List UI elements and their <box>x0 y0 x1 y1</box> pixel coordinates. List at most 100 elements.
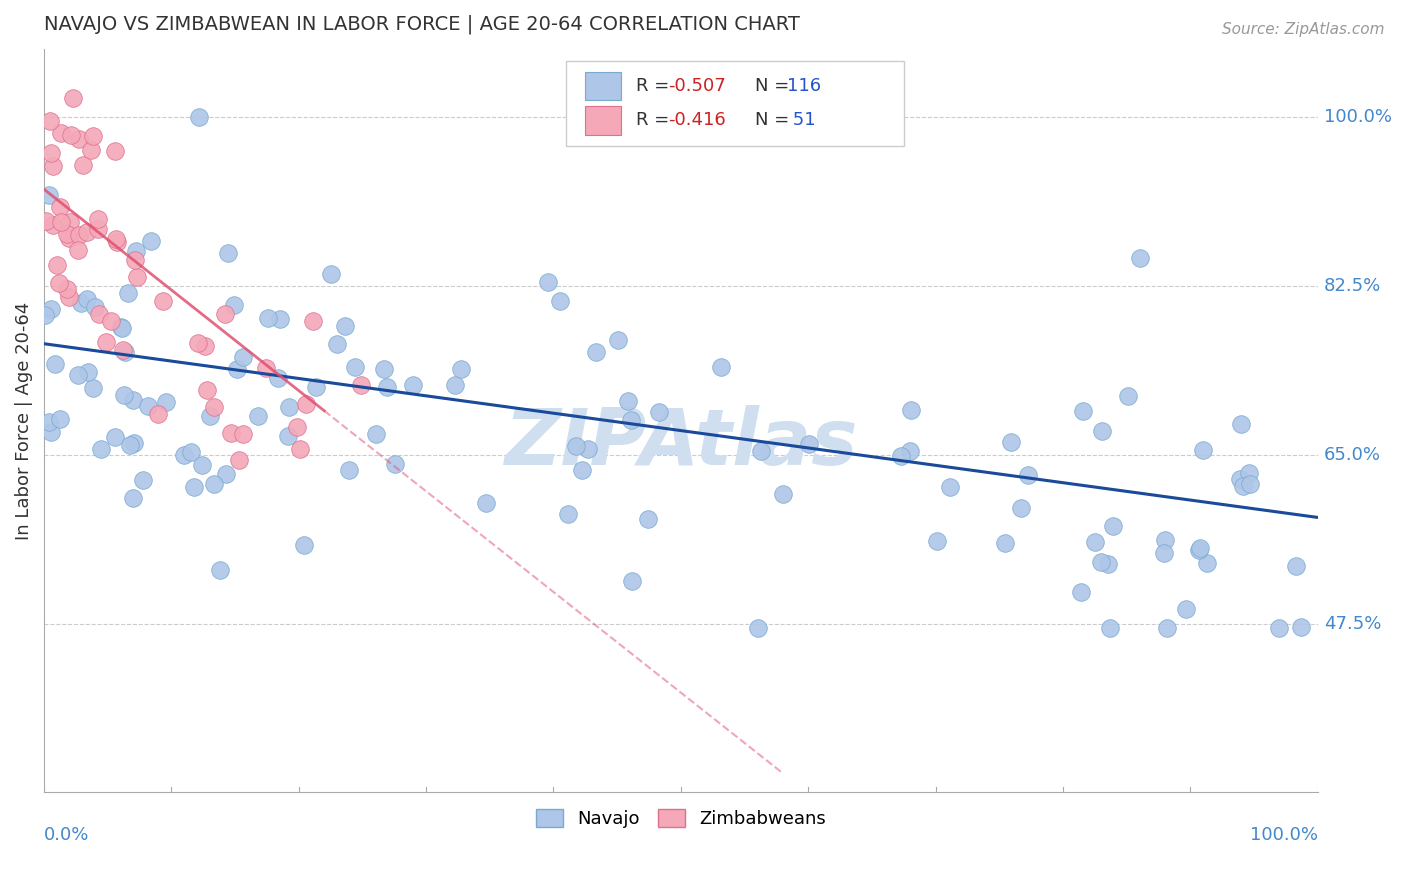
Point <box>939 621 962 635</box>
Point <box>42 159 65 173</box>
Point <box>112 392 135 406</box>
Point <box>1175 599 1198 613</box>
Point <box>1239 621 1261 635</box>
Point <box>606 380 628 394</box>
Point <box>195 383 218 397</box>
Point <box>266 219 288 234</box>
Point <box>269 353 291 368</box>
Point <box>232 427 254 442</box>
Point <box>1090 522 1112 536</box>
FancyBboxPatch shape <box>585 72 621 100</box>
Point <box>799 472 821 486</box>
Point <box>576 500 599 515</box>
Text: N =: N = <box>755 77 794 95</box>
Point <box>1129 506 1152 520</box>
Point <box>1154 454 1177 468</box>
Text: -0.507: -0.507 <box>668 77 725 95</box>
Point <box>198 416 221 430</box>
Point <box>96 335 118 350</box>
Point <box>1284 425 1306 440</box>
Point <box>67 227 90 242</box>
Point <box>749 377 772 392</box>
Point <box>117 446 139 460</box>
Point <box>84 231 107 245</box>
Point <box>1156 491 1178 506</box>
Point <box>1084 479 1107 493</box>
Point <box>1070 403 1092 417</box>
Point <box>152 293 174 308</box>
Point <box>60 128 83 143</box>
Point <box>637 511 659 525</box>
Point <box>38 398 60 412</box>
Point <box>124 422 146 436</box>
Point <box>39 145 62 160</box>
Point <box>104 313 127 327</box>
Point <box>444 382 467 396</box>
Text: 47.5%: 47.5% <box>1324 615 1381 632</box>
Text: 82.5%: 82.5% <box>1324 277 1381 295</box>
Point <box>585 368 607 383</box>
Point <box>67 244 90 258</box>
Point <box>557 451 579 466</box>
Point <box>194 338 217 352</box>
Point <box>1102 454 1125 468</box>
Point <box>110 395 132 409</box>
Point <box>1268 375 1291 389</box>
FancyBboxPatch shape <box>585 106 621 135</box>
Text: 65.0%: 65.0% <box>1324 446 1381 464</box>
Text: 100.0%: 100.0% <box>1324 108 1392 126</box>
Point <box>450 468 472 483</box>
Point <box>710 480 733 494</box>
Point <box>121 404 143 418</box>
Point <box>616 446 638 460</box>
Point <box>208 351 231 366</box>
Point <box>1192 475 1215 490</box>
Text: N =: N = <box>755 112 794 129</box>
Point <box>1116 572 1139 586</box>
Text: 100.0%: 100.0% <box>1250 826 1317 844</box>
Point <box>747 621 769 635</box>
Point <box>900 616 922 631</box>
Point <box>204 401 226 415</box>
Text: Source: ZipAtlas.com: Source: ZipAtlas.com <box>1222 22 1385 37</box>
Point <box>76 435 98 450</box>
Point <box>890 563 912 577</box>
Point <box>49 127 72 141</box>
Point <box>214 307 236 321</box>
Point <box>49 200 72 214</box>
Point <box>139 543 162 558</box>
Point <box>772 321 794 335</box>
Point <box>1091 386 1114 401</box>
Point <box>402 397 425 411</box>
Point <box>1153 458 1175 472</box>
Point <box>76 303 98 318</box>
Point <box>1189 491 1212 506</box>
Point <box>34 380 56 394</box>
Point <box>46 258 69 272</box>
Point <box>285 419 308 434</box>
Point <box>67 131 90 145</box>
Point <box>232 281 254 295</box>
Point <box>190 241 212 255</box>
Point <box>994 565 1017 579</box>
Point <box>1097 479 1119 493</box>
Point <box>214 316 236 330</box>
Point <box>56 227 79 241</box>
Point <box>1232 568 1254 582</box>
Point <box>550 348 572 362</box>
Point <box>80 143 103 157</box>
Point <box>202 389 225 403</box>
Point <box>1239 618 1261 632</box>
Point <box>114 430 136 444</box>
Text: ZIPAtlas: ZIPAtlas <box>505 405 858 481</box>
Point <box>621 182 644 196</box>
Point <box>277 454 299 468</box>
Point <box>366 360 388 375</box>
Point <box>124 252 146 267</box>
Point <box>1098 554 1121 568</box>
Point <box>319 413 342 427</box>
Point <box>276 415 298 429</box>
Text: -0.416: -0.416 <box>668 112 725 129</box>
Point <box>350 377 373 392</box>
Point <box>122 515 145 529</box>
